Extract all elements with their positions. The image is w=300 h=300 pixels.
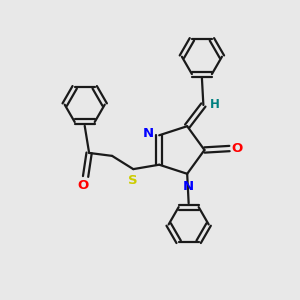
Text: O: O xyxy=(232,142,243,155)
Text: O: O xyxy=(78,179,89,192)
Text: S: S xyxy=(128,174,137,188)
Text: N: N xyxy=(143,127,154,140)
Text: N: N xyxy=(183,180,194,193)
Text: H: H xyxy=(210,98,220,111)
